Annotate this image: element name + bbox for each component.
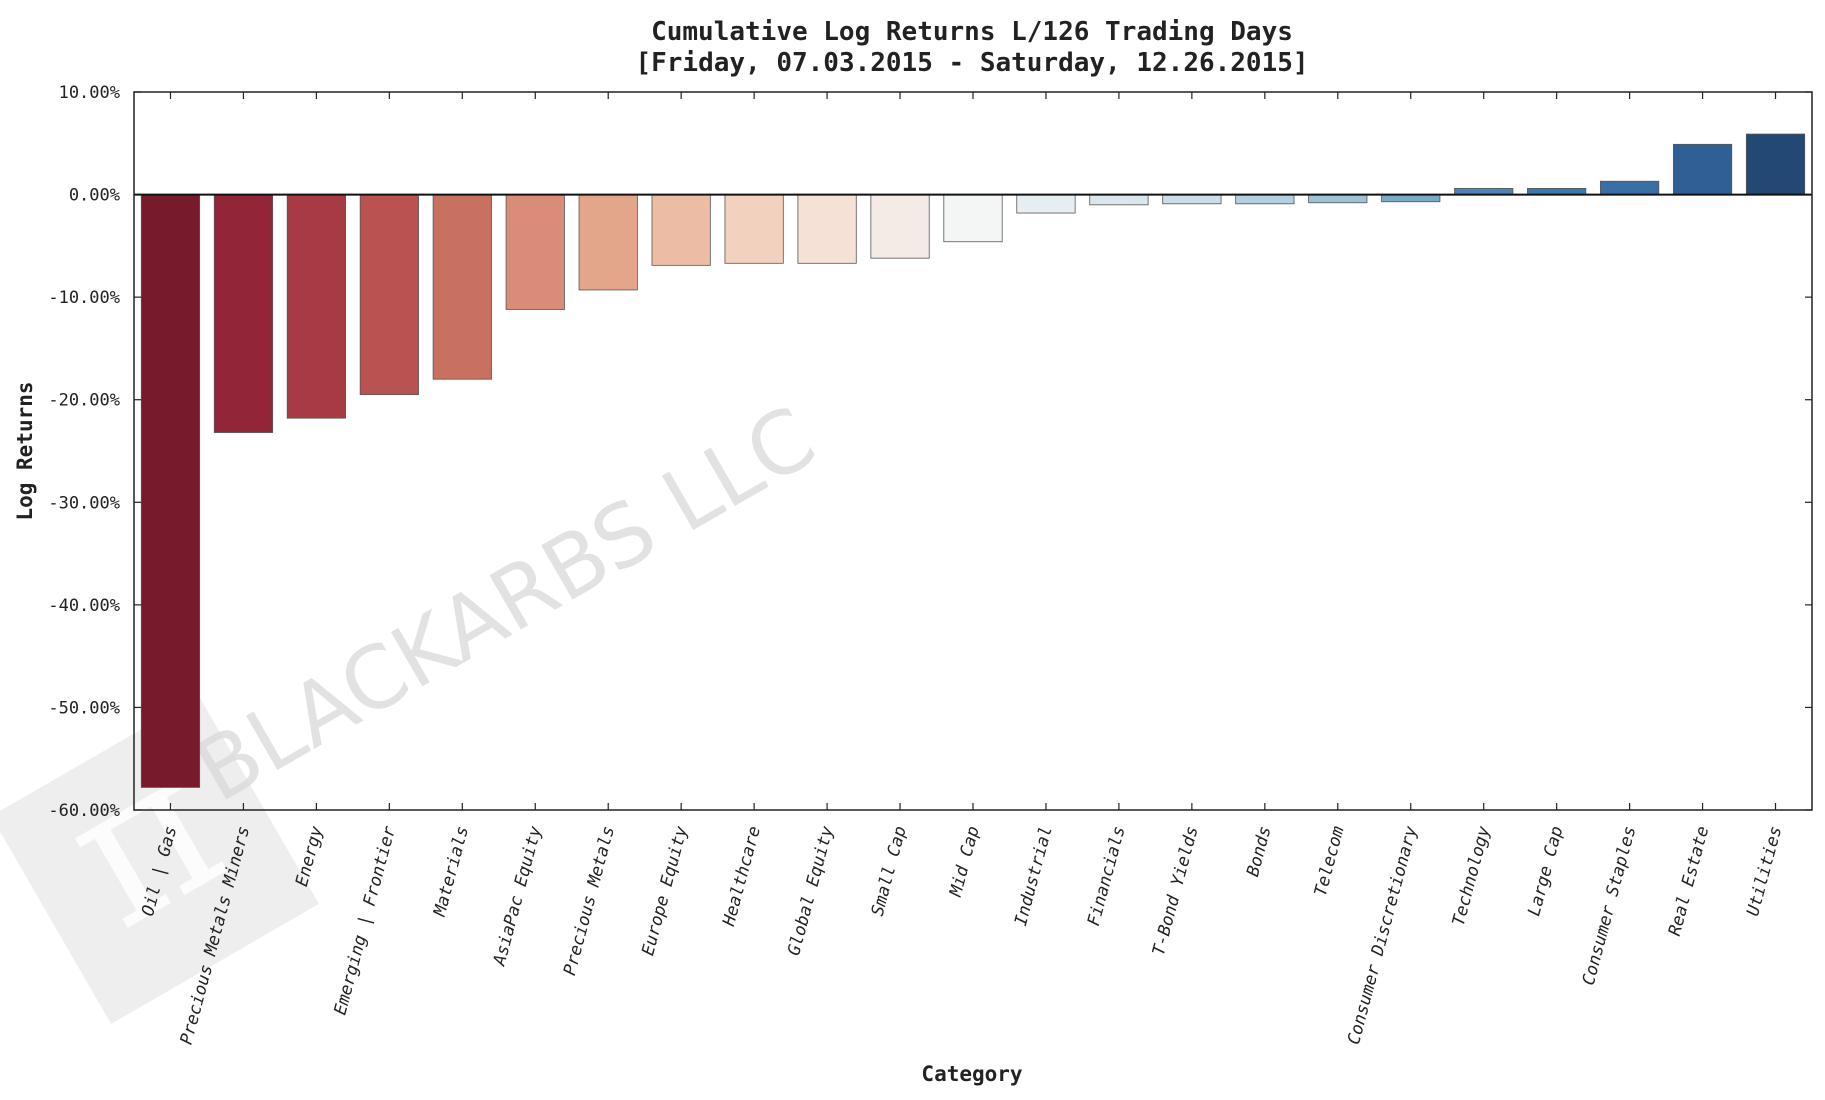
bar: [432, 194, 492, 380]
x-tick-label: Consumer Discretionary: [1344, 823, 1422, 1046]
x-tick-label: Mid Cap: [946, 824, 984, 899]
bar: [651, 194, 711, 266]
x-tick-label: Small Cap: [868, 824, 911, 918]
bar: [943, 194, 1003, 243]
x-tick-label: Emerging | Frontier: [331, 823, 401, 1017]
x-tick-label: Telecom: [1311, 824, 1349, 898]
bar: [1308, 194, 1368, 204]
y-tick-label: -30.00%: [48, 493, 120, 513]
y-tick-label: -50.00%: [48, 698, 120, 718]
bar: [1089, 194, 1149, 206]
x-tick-label: Energy: [292, 823, 327, 888]
bar: [1235, 194, 1295, 205]
x-tick-label: Europe Equity: [638, 823, 692, 957]
x-tick-label: Technology: [1449, 823, 1495, 928]
plot-frame: [133, 91, 1813, 811]
y-tick-label: -10.00%: [48, 288, 120, 308]
x-tick-label: Real Estate: [1665, 824, 1713, 938]
x-axis-label: Category: [921, 1062, 1023, 1086]
bar: [1672, 143, 1733, 195]
y-tick-label: -20.00%: [48, 391, 120, 411]
x-tick-label: T-Bond Yields: [1149, 824, 1203, 958]
bar: [1162, 194, 1222, 205]
bar: [724, 194, 784, 264]
x-tick-label: Materials: [430, 824, 473, 919]
frame-layer: [133, 91, 1813, 811]
bar: [1381, 194, 1441, 203]
watermark-text: BLACKARBS LLC: [180, 388, 832, 822]
ticks-layer: 10.00% 0.00% -10.00% -20.00% -30.00% -40.00% -…: [48, 83, 1812, 821]
chart-subtitle: [Friday, 07.03.2015 - Saturday, 12.26.20…: [635, 48, 1308, 78]
bar: [1600, 180, 1660, 195]
x-tick-label: Consumer Staples: [1579, 824, 1641, 987]
x-tick-label: Precious Metals: [560, 824, 619, 977]
x-tick-label: Large Cap: [1524, 824, 1567, 918]
bar: [797, 194, 857, 264]
watermark-logo: π: [0, 696, 319, 1024]
bar: [359, 194, 419, 395]
y-tick-label: 0.00%: [69, 186, 120, 206]
bar: [1745, 133, 1806, 195]
x-tick-label: Utilities: [1743, 824, 1786, 918]
x-tick-label: Bonds: [1243, 824, 1276, 879]
y-tick-label: 10.00%: [59, 83, 120, 103]
x-tick-label: AsiaPac Equity: [489, 823, 546, 968]
bar: [578, 194, 638, 291]
x-tick-label: Healthcare: [719, 824, 765, 929]
x-tick-label: Financials: [1084, 824, 1130, 928]
bar: [505, 194, 565, 310]
bar: [870, 194, 930, 259]
bar: [1016, 194, 1076, 214]
x-tick-label: Industrial: [1011, 824, 1057, 928]
y-tick-label: -60.00%: [48, 801, 120, 821]
bar: [286, 194, 346, 419]
bar: [140, 194, 201, 788]
chart-title: Cumulative Log Returns L/126 Trading Day…: [651, 17, 1293, 47]
y-tick-label: -40.00%: [48, 596, 120, 616]
x-tick-label: Global Equity: [784, 823, 838, 957]
bar: [213, 194, 274, 433]
y-axis-label: Log Returns: [13, 381, 37, 520]
